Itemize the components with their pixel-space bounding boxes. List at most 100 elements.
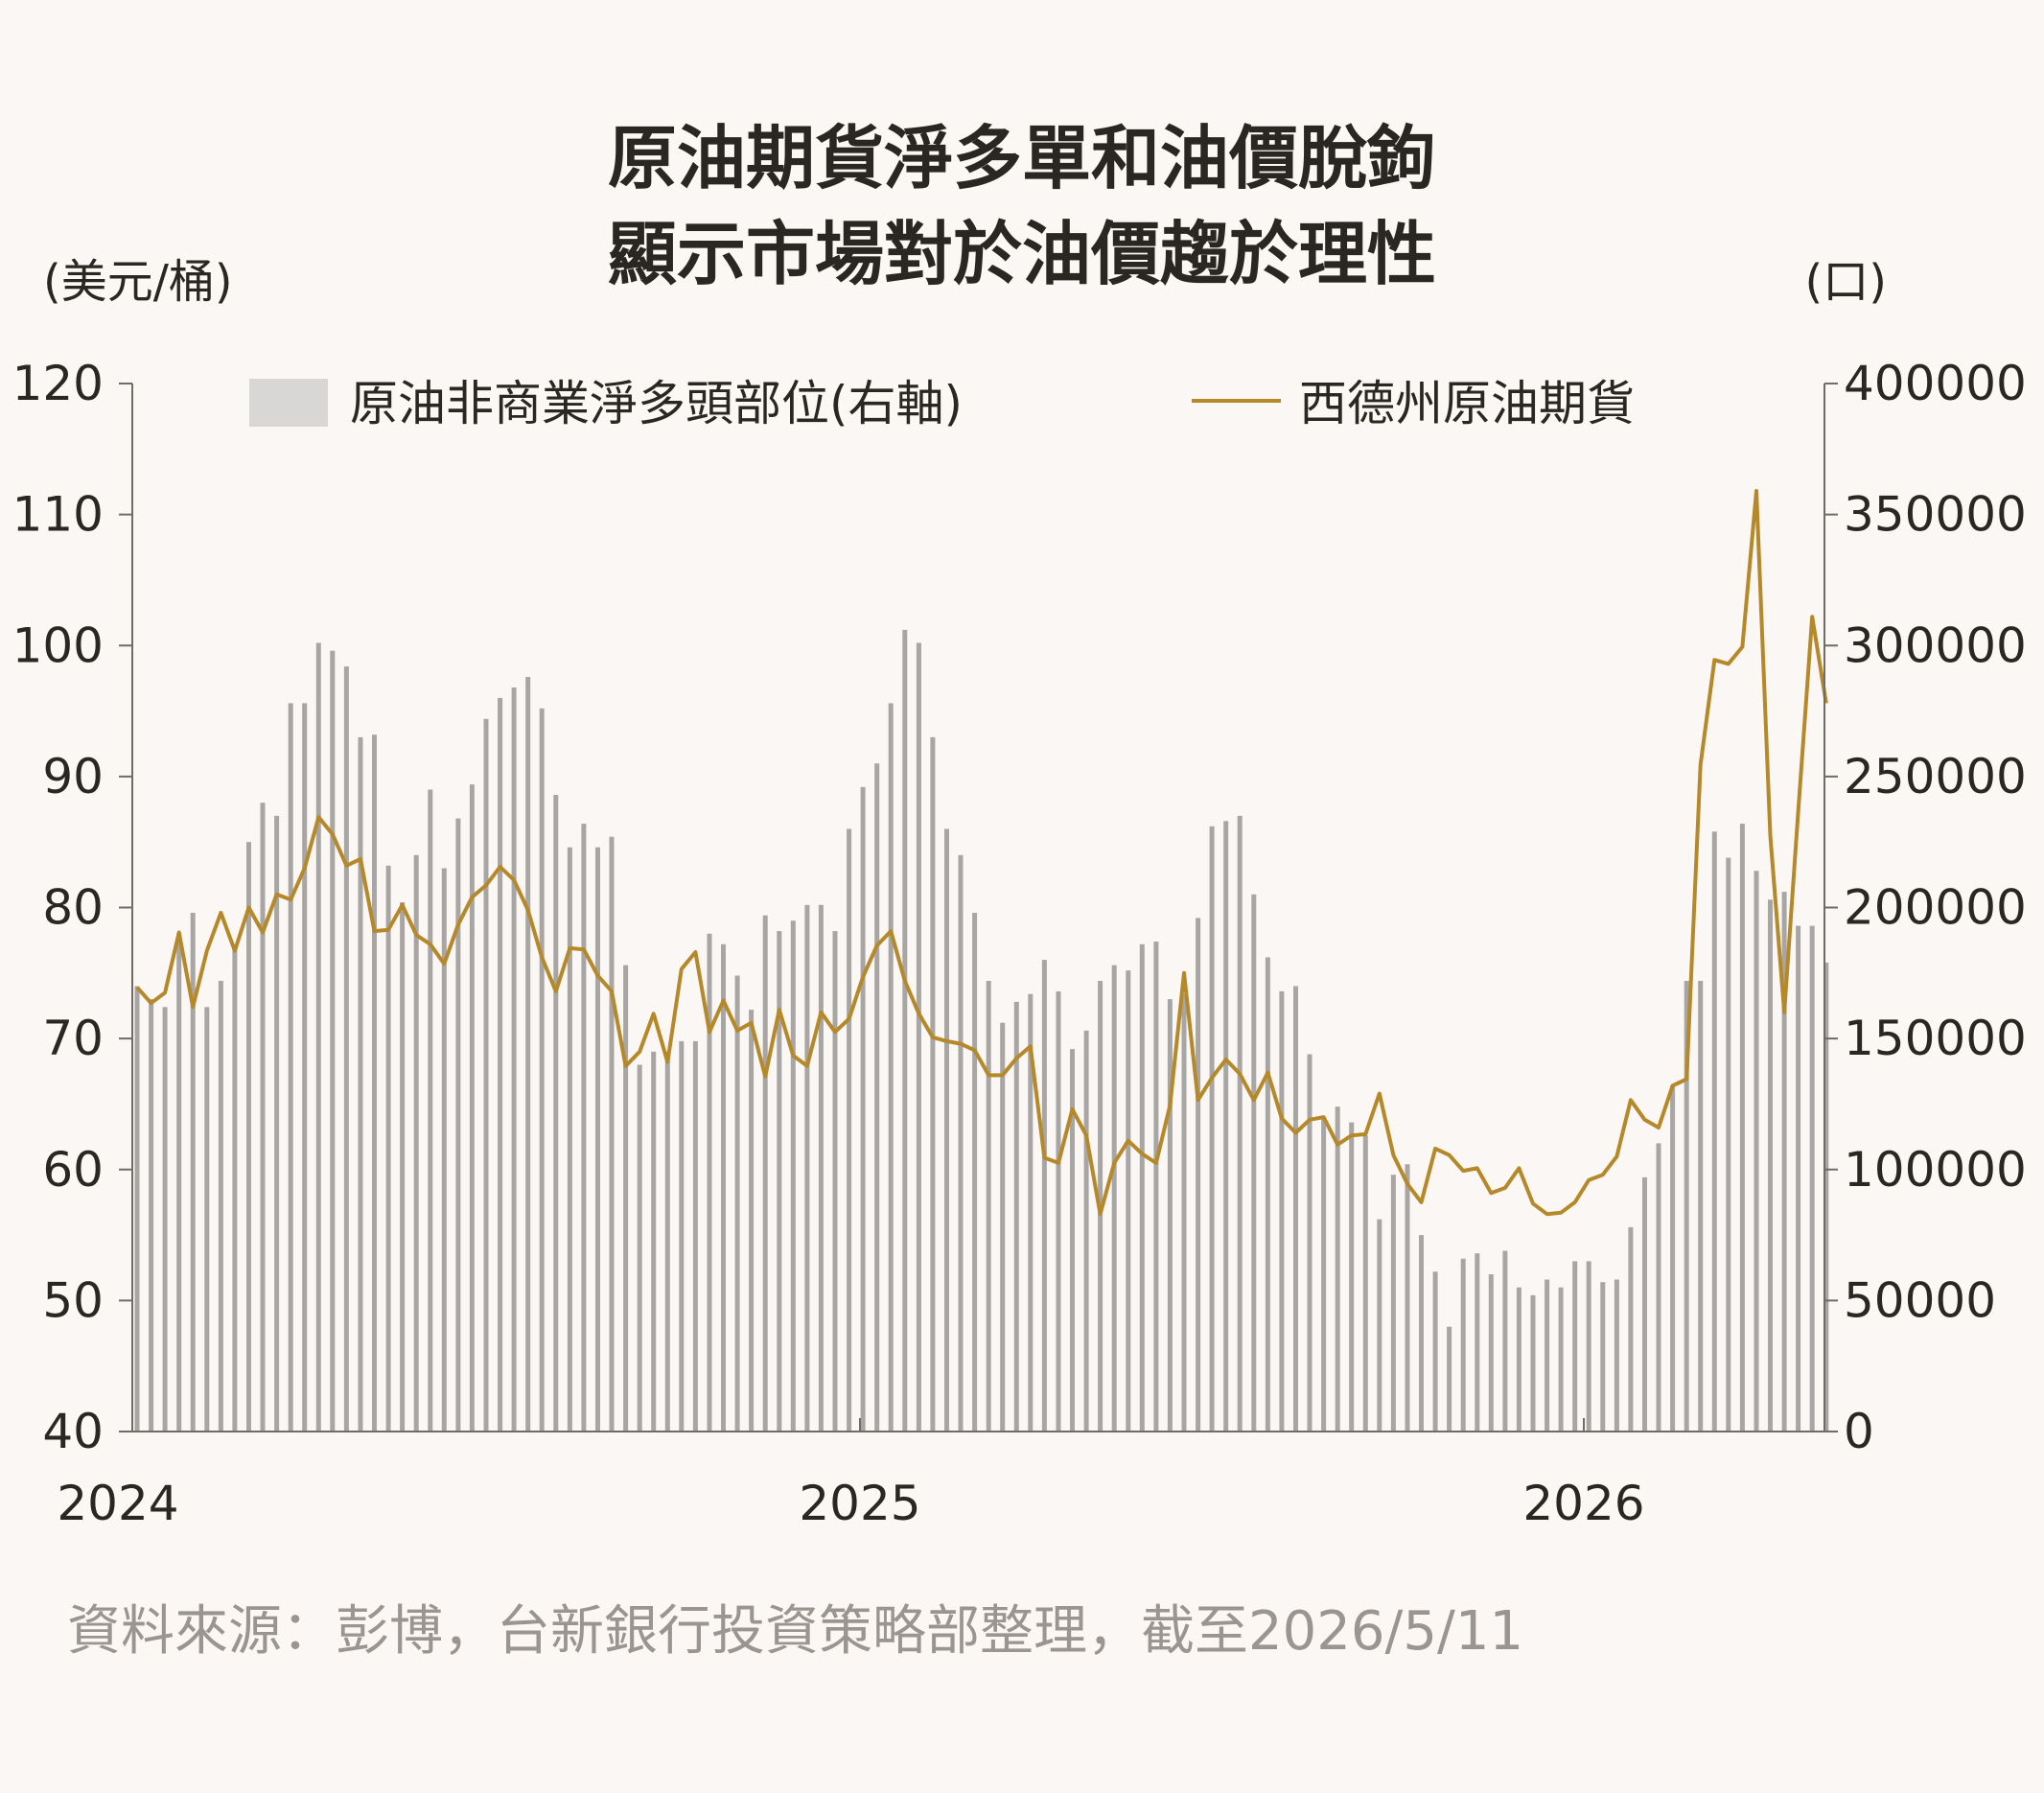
bar — [302, 703, 308, 1432]
bar — [1516, 1287, 1521, 1432]
bar — [944, 828, 949, 1432]
bar — [1153, 942, 1159, 1432]
bar — [1447, 1326, 1452, 1432]
bar — [1475, 1253, 1480, 1432]
bar — [1684, 981, 1689, 1432]
source-note: 資料來源：彭博，台新銀行投資策略部整理，截至2026/5/11 — [67, 1600, 1523, 1663]
right-tick-label: 50000 — [1844, 1272, 1996, 1328]
left-tick-label: 80 — [42, 880, 104, 936]
bar — [1056, 990, 1061, 1432]
bar — [790, 920, 796, 1432]
bar — [567, 847, 572, 1432]
bar — [692, 1040, 698, 1432]
price-line — [135, 489, 1828, 1217]
bar — [1502, 1250, 1508, 1432]
left-tick-label: 50 — [42, 1272, 104, 1328]
bar — [1111, 965, 1117, 1432]
right-tick-label: 250000 — [1844, 749, 2027, 804]
bar — [1013, 1001, 1019, 1432]
bar — [1768, 899, 1773, 1432]
bar — [860, 786, 866, 1432]
legend-bar-label: 原油非商業淨多頭部位(右軸) — [350, 376, 963, 431]
bar — [1488, 1274, 1494, 1432]
right-tick-label: 0 — [1844, 1404, 1874, 1459]
bar — [525, 677, 531, 1432]
bar — [428, 789, 433, 1432]
legend-line-label: 西德州原油期貨 — [1299, 376, 1635, 431]
chart-title-line-2: 顯示市場對於油價趨於理性 — [608, 214, 1436, 294]
bar — [637, 1064, 642, 1432]
left-tick-label: 90 — [42, 749, 104, 804]
bar — [134, 986, 140, 1432]
bar — [511, 687, 517, 1432]
bar — [358, 736, 363, 1432]
bar — [1698, 981, 1704, 1432]
bar — [162, 1007, 168, 1432]
bar — [1405, 1164, 1410, 1432]
bar — [260, 803, 266, 1432]
bar — [916, 642, 921, 1432]
bar — [707, 933, 712, 1432]
bar — [1209, 826, 1215, 1432]
bar — [1126, 970, 1131, 1432]
bar — [1265, 957, 1270, 1432]
bar — [539, 708, 545, 1432]
bar — [986, 981, 991, 1432]
legend: 原油非商業淨多頭部位(右軸) 西德州原油期貨 — [249, 376, 1635, 431]
x-axis-ticks: 2024 2025 2026 — [57, 1418, 1645, 1531]
bar — [232, 943, 238, 1432]
bar — [149, 999, 154, 1432]
bar — [1083, 1030, 1089, 1432]
bar — [176, 933, 182, 1432]
bar — [1558, 1287, 1564, 1432]
left-tick-label: 100 — [12, 617, 104, 673]
bar — [1335, 1106, 1340, 1432]
bar — [1432, 1271, 1438, 1432]
right-tick-label: 400000 — [1844, 356, 2027, 411]
bar — [483, 718, 489, 1432]
bar — [888, 703, 894, 1432]
bar — [1781, 892, 1787, 1432]
left-axis-unit: (美元/桶) — [43, 255, 233, 309]
bar — [1419, 1235, 1424, 1432]
bar — [1628, 1226, 1634, 1432]
left-tick-label: 70 — [42, 1011, 104, 1066]
bar — [1796, 925, 1801, 1432]
bar — [1251, 894, 1257, 1432]
bar — [609, 836, 615, 1432]
bar — [1181, 993, 1187, 1432]
left-tick-label: 40 — [42, 1404, 104, 1459]
bar — [958, 854, 964, 1432]
bar — [847, 828, 852, 1432]
bar — [1572, 1261, 1578, 1432]
right-tick-label: 300000 — [1844, 617, 2027, 673]
bar — [1614, 1279, 1619, 1432]
bar — [1237, 815, 1243, 1432]
bar — [1530, 1294, 1536, 1432]
bar — [498, 697, 503, 1432]
bar — [679, 1040, 685, 1432]
bar — [1196, 918, 1201, 1432]
bar — [190, 913, 196, 1432]
bar — [288, 703, 293, 1432]
bar — [1460, 1258, 1466, 1432]
bar — [749, 1010, 755, 1432]
x-tick-label: 2024 — [57, 1476, 178, 1531]
bar — [1321, 1117, 1327, 1432]
bar — [330, 650, 336, 1432]
bar — [930, 736, 936, 1432]
bar — [1726, 857, 1731, 1432]
bar — [372, 734, 377, 1432]
bar — [315, 642, 321, 1432]
bar — [1600, 1282, 1606, 1432]
bar — [1642, 1176, 1647, 1432]
bar-series — [134, 629, 1829, 1432]
bar — [1545, 1279, 1550, 1432]
bar — [469, 784, 475, 1432]
right-tick-label: 150000 — [1844, 1011, 2027, 1066]
bar — [1809, 925, 1815, 1432]
bar — [1377, 1219, 1382, 1432]
bar — [1586, 1261, 1591, 1432]
bar — [721, 943, 726, 1432]
